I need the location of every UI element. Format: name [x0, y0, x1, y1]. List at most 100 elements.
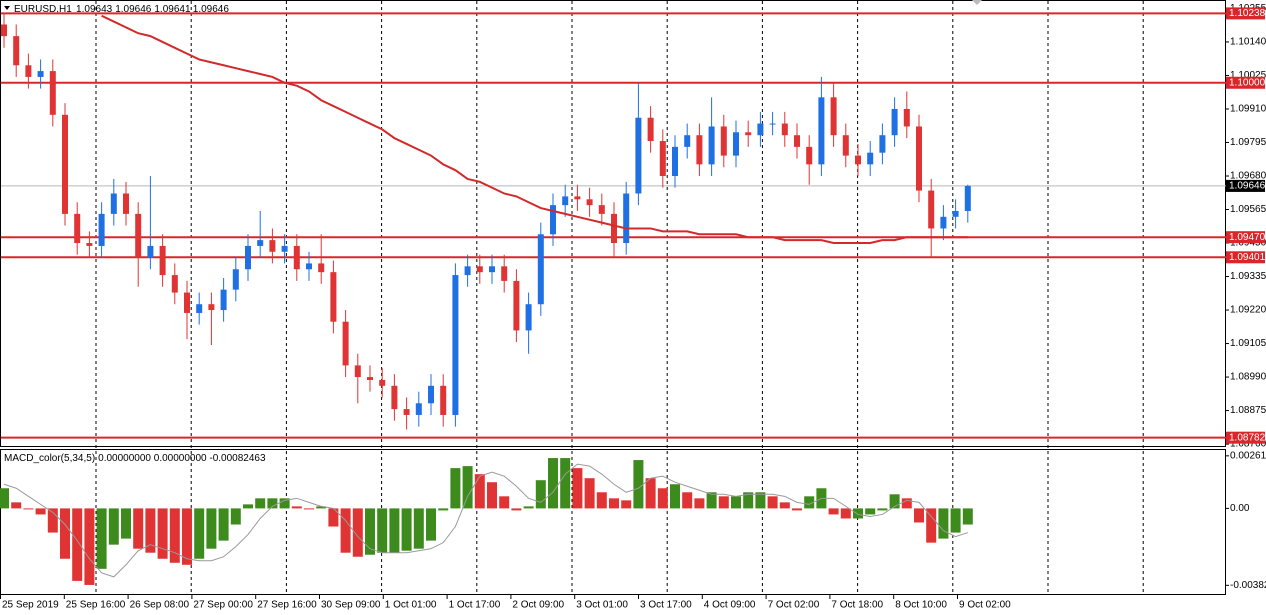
x-tick-label: 26 Sep 08:00 [130, 600, 190, 611]
shift-marker [972, 0, 982, 5]
x-tick-label: 7 Oct 18:00 [831, 600, 883, 611]
macd-bar [779, 502, 790, 509]
current-price-box [1226, 179, 1265, 192]
macd-bar [121, 508, 131, 539]
candle-body [842, 135, 849, 156]
y-tick-label: 1.08990 [1230, 372, 1266, 383]
macd-bar [169, 508, 180, 563]
y-tick-label: 1.09795 [1230, 137, 1266, 148]
macd-bar [621, 500, 632, 509]
macd-panel [0, 449, 1226, 595]
macd-bar [914, 508, 924, 523]
candle-body [940, 216, 947, 229]
candle-body [13, 36, 20, 66]
x-tick-label: 1 Oct 17:00 [449, 600, 501, 611]
macd-bar [487, 482, 497, 509]
candle-body [354, 365, 361, 378]
x-tick-label: 4 Oct 09:00 [704, 600, 756, 611]
x-tick-label: 1 Oct 01:00 [385, 600, 437, 611]
price-panel [0, 0, 1226, 447]
candle-body [110, 193, 117, 214]
x-tick-label: 30 Sep 09:00 [321, 600, 381, 611]
x-tick-label: 9 Oct 02:00 [959, 600, 1011, 611]
candle-body [184, 292, 190, 313]
y-tick-label: 1.09335 [1230, 271, 1266, 282]
candle-body [318, 263, 325, 273]
current-price-label: 1.09646 [1229, 181, 1266, 192]
macd-bar [938, 508, 949, 539]
candle-body [501, 266, 508, 281]
level-box [1226, 76, 1265, 89]
macd-bar [853, 508, 863, 519]
y-tick-label: 1.08760 [1230, 439, 1266, 450]
candle-body [367, 377, 373, 380]
y-tick-label: 1.09105 [1230, 338, 1266, 349]
level-box [1226, 231, 1265, 244]
ohlc-high: 1.09646 [115, 4, 152, 15]
candle-body [281, 245, 288, 252]
candle-body [916, 126, 922, 191]
macd-bar [72, 508, 83, 581]
menu-arrow[interactable] [4, 6, 10, 10]
candle-body [647, 117, 654, 142]
x-tick-label: 25 Sep 16:00 [66, 600, 126, 611]
candle-body [733, 132, 739, 156]
macd-bar [792, 508, 802, 511]
macd-bar [157, 508, 168, 559]
macd-bar [767, 496, 778, 509]
candle-body [269, 240, 276, 252]
candle-body [928, 190, 935, 229]
macd-bar [889, 494, 900, 509]
y-tick-label: 1.09565 [1230, 204, 1266, 215]
symbol: EURUSD,H1 [14, 4, 72, 15]
level-box [1226, 251, 1265, 264]
candle-body [598, 205, 605, 214]
macd-bar [926, 508, 937, 543]
y-tick-label: -0.00382 [1230, 580, 1266, 591]
candle-body [245, 245, 251, 270]
macd-bar [401, 508, 412, 551]
candle-body [806, 146, 813, 165]
candle-body [769, 123, 776, 125]
candle-body [135, 213, 142, 258]
candle-body [757, 123, 764, 136]
candle-body [781, 123, 788, 136]
macd-bar [47, 508, 58, 533]
macd-bar [96, 508, 107, 569]
macd-bar [865, 508, 876, 515]
macd-bar [60, 508, 70, 559]
candle-body [98, 213, 105, 246]
candle-body [159, 245, 166, 276]
macd-bar [633, 460, 644, 509]
macd-bar [438, 508, 449, 511]
candle-body [684, 135, 691, 147]
macd-bar [182, 508, 192, 565]
y-tick-label: 1.09910 [1230, 104, 1266, 115]
candle-body [550, 205, 556, 235]
y-tick-label: 0.00 [1230, 503, 1250, 514]
candle-body [586, 199, 593, 206]
candle-body [623, 193, 630, 244]
x-tick-label: 27 Sep 16:00 [257, 600, 317, 611]
candle-body [74, 213, 81, 244]
macd-bar [11, 502, 22, 509]
candle-body [672, 146, 678, 177]
candle-body [415, 403, 422, 415]
macd-bar [267, 498, 278, 509]
level-box [1226, 7, 1265, 20]
candle-body [293, 245, 300, 270]
candle-body [330, 272, 337, 322]
macd-bar [316, 506, 327, 509]
ohlc-open: 1.09643 [76, 4, 113, 15]
candle-body [537, 234, 544, 305]
macd-bar [950, 508, 961, 533]
macd-bar [450, 468, 461, 509]
candle-body [525, 304, 532, 331]
candle-body [952, 210, 959, 217]
candle-body [342, 321, 349, 366]
macd-bar [230, 508, 241, 525]
macd-bar [291, 506, 302, 509]
candle-body [232, 269, 239, 290]
x-tick-label: 3 Oct 01:00 [576, 600, 628, 611]
